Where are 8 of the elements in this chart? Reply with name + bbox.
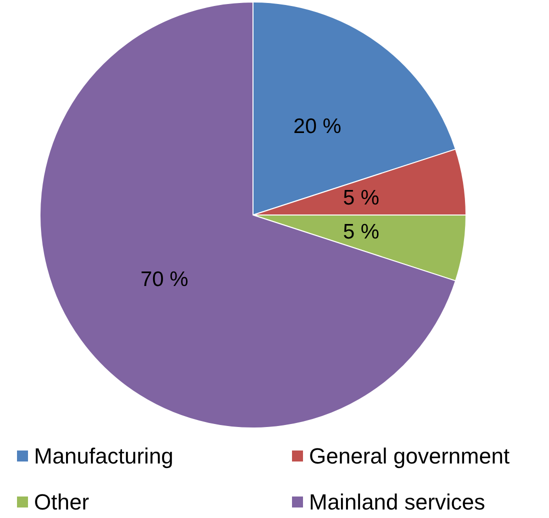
data-label: 5 % [343,220,380,244]
legend-label: Manufacturing [34,444,174,468]
data-label: 5 % [343,186,380,210]
data-label: 70 % [140,268,188,291]
data-label: 20 % [293,114,342,138]
legend-label: Mainland services [309,490,486,514]
legend-label: Other [34,490,90,514]
legend-label: General government [309,444,510,468]
